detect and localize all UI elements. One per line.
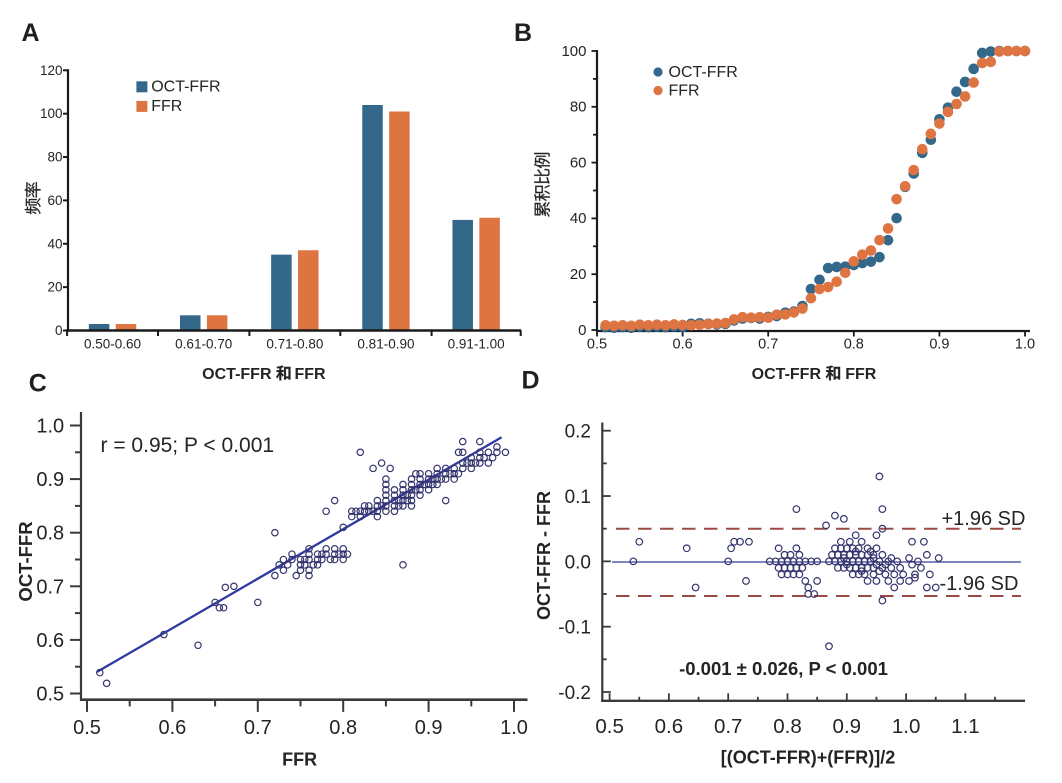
svg-text:r = 0.95; P < 0.001: r = 0.95; P < 0.001 (101, 434, 275, 457)
svg-text:0.5: 0.5 (587, 337, 607, 353)
svg-text:1.1: 1.1 (951, 715, 980, 738)
svg-text:C: C (29, 369, 47, 397)
svg-text:FFR: FFR (151, 98, 182, 115)
svg-text:+1.96 SD: +1.96 SD (942, 508, 1026, 530)
svg-text:-1.96 SD: -1.96 SD (940, 573, 1019, 595)
svg-text:0.61-0.70: 0.61-0.70 (175, 337, 232, 352)
svg-text:OCT-FFR: OCT-FFR (752, 366, 822, 383)
svg-text:1.0: 1.0 (500, 717, 528, 739)
svg-text:OCT-FFR: OCT-FFR (15, 521, 36, 601)
svg-text:0.0: 0.0 (565, 552, 591, 573)
svg-text:D: D (522, 367, 540, 395)
svg-text:20: 20 (47, 280, 62, 295)
svg-text:120: 120 (40, 63, 63, 78)
svg-text:1.0: 1.0 (892, 715, 921, 738)
svg-text:OCT-FFR: OCT-FFR (151, 79, 220, 96)
svg-text:0.7: 0.7 (758, 337, 778, 353)
svg-text:-0.2: -0.2 (558, 683, 591, 704)
svg-text:FFR: FFR (845, 366, 877, 383)
svg-text:0.6: 0.6 (36, 630, 64, 652)
svg-text:FFR: FFR (282, 750, 317, 770)
svg-text:0.8: 0.8 (36, 523, 64, 545)
svg-text:0: 0 (578, 322, 586, 339)
svg-text:0.5: 0.5 (73, 717, 101, 739)
svg-text:0: 0 (55, 323, 63, 338)
svg-text:60: 60 (570, 154, 587, 171)
svg-text:B: B (514, 19, 532, 47)
svg-text:40: 40 (47, 236, 62, 251)
svg-text:1.0: 1.0 (36, 416, 64, 438)
svg-text:0.9: 0.9 (415, 717, 443, 739)
svg-text:0.81-0.90: 0.81-0.90 (357, 337, 414, 352)
svg-text:0.91-1.00: 0.91-1.00 (448, 337, 505, 352)
svg-text:0.9: 0.9 (929, 337, 949, 353)
svg-text:40: 40 (570, 210, 587, 227)
svg-text:0.8: 0.8 (844, 337, 864, 353)
svg-text:A: A (22, 19, 40, 47)
svg-text:20: 20 (570, 266, 587, 283)
svg-text:OCT-FFR - FFR: OCT-FFR - FFR (534, 491, 554, 620)
svg-text:0.2: 0.2 (565, 422, 591, 443)
svg-text:0.8: 0.8 (329, 717, 357, 739)
svg-text:0.71-0.80: 0.71-0.80 (266, 337, 323, 352)
svg-text:80: 80 (47, 150, 62, 165)
svg-text:0.5: 0.5 (36, 684, 64, 706)
svg-text:0.7: 0.7 (714, 715, 743, 738)
svg-text:OCT-FFR: OCT-FFR (669, 64, 738, 81)
svg-text:FFR: FFR (669, 83, 700, 100)
svg-text:0.9: 0.9 (36, 469, 64, 491)
svg-text:0.1: 0.1 (565, 487, 591, 508)
svg-text:OCT-FFR: OCT-FFR (202, 366, 272, 383)
svg-text:0.50-0.60: 0.50-0.60 (84, 337, 141, 352)
svg-text:60: 60 (47, 193, 62, 208)
svg-text:0.7: 0.7 (244, 717, 272, 739)
svg-text:0.8: 0.8 (773, 715, 802, 738)
svg-text:0.6: 0.6 (158, 717, 186, 739)
svg-text:[(OCT-FFR)+(FFR)]/2: [(OCT-FFR)+(FFR)]/2 (721, 748, 895, 768)
svg-text:FFR: FFR (295, 366, 327, 383)
svg-text:0.9: 0.9 (833, 715, 862, 738)
svg-text:0.6: 0.6 (673, 337, 693, 353)
svg-text:100: 100 (40, 106, 63, 121)
svg-text:0.6: 0.6 (655, 715, 684, 738)
svg-text:1.0: 1.0 (1015, 337, 1035, 353)
svg-text:-0.1: -0.1 (558, 618, 591, 639)
svg-text:80: 80 (570, 99, 587, 116)
svg-text:0.5: 0.5 (595, 715, 624, 738)
svg-text:100: 100 (561, 43, 586, 60)
svg-text:-0.001 ± 0.026, P < 0.001: -0.001 ± 0.026, P < 0.001 (679, 658, 888, 679)
svg-text:0.7: 0.7 (36, 576, 64, 598)
